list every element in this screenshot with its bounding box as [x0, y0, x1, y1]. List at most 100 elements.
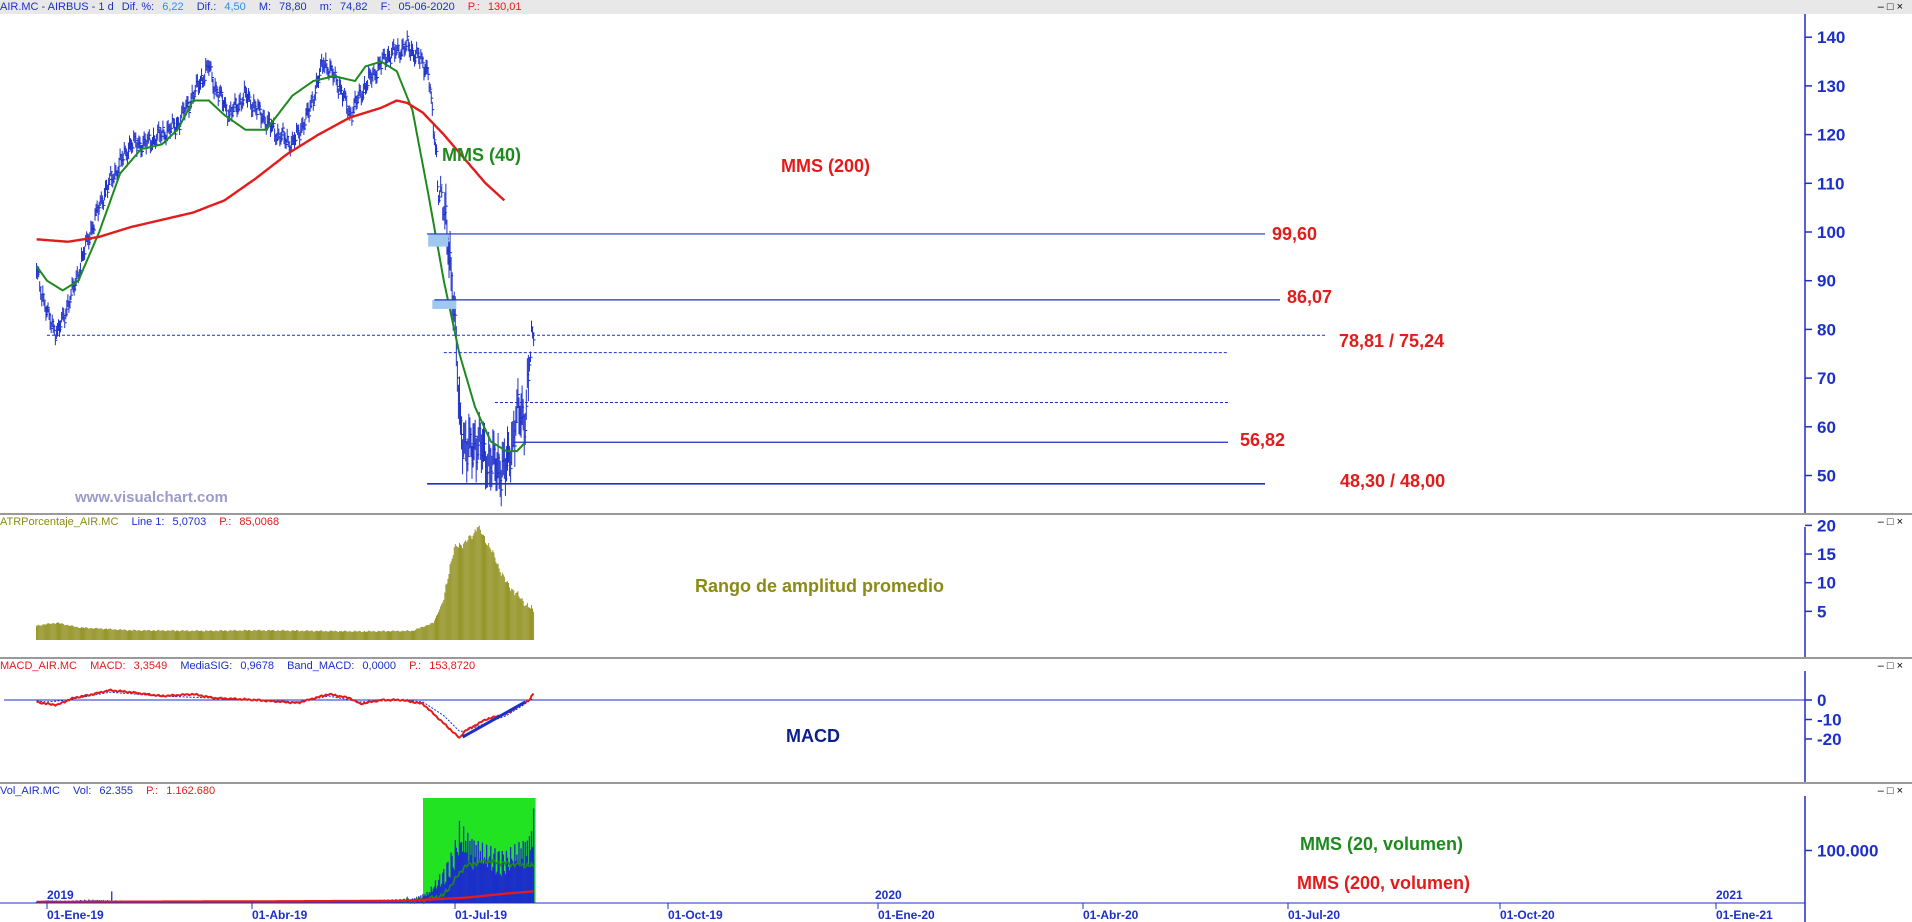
vol-mms20-label: MMS (20, volumen)	[1300, 834, 1463, 854]
y-tick-label: 50	[1817, 467, 1836, 486]
x-tick-label: 01-Oct-19	[668, 908, 723, 922]
minimize-icon[interactable]: –	[1877, 660, 1887, 672]
high-label: M:	[258, 1, 272, 13]
macd-label: MACD:	[90, 660, 126, 672]
dif-value: 4,50	[224, 1, 246, 13]
vol-mms200-label: MMS (200, volumen)	[1297, 873, 1470, 893]
high-value: 78,80	[279, 1, 307, 13]
y-tick-label: 130	[1817, 77, 1845, 96]
x-tick-label: 01-Ene-20	[878, 908, 935, 922]
y-tick-label: 70	[1817, 369, 1836, 388]
mms200-label: MMS (200)	[781, 156, 870, 176]
level-label-86: 86,07	[1287, 287, 1332, 307]
panel-separator	[0, 782, 1912, 784]
maximize-icon[interactable]: □	[1886, 660, 1897, 672]
atr-line-value: 5,0703	[172, 516, 207, 528]
prev-label: P.:	[467, 1, 480, 13]
vol-mms200-line	[36, 890, 534, 904]
atr-p-value: 85,0068	[239, 516, 280, 528]
year-label: 2020	[875, 888, 902, 902]
macd-name: MACD_AIR.MC	[0, 660, 78, 672]
atr-line-label: Line 1:	[131, 516, 165, 528]
window-controls[interactable]: –□×	[1878, 659, 1906, 673]
close-icon[interactable]: ×	[1896, 660, 1906, 672]
macd-p-label: P.:	[409, 660, 422, 672]
macd-chart: -20-100 MACD	[4, 671, 1842, 782]
y-tick-label: 60	[1817, 418, 1836, 437]
level-label-48: 48,30 / 48,00	[1340, 471, 1445, 491]
minimize-icon[interactable]: –	[1877, 516, 1887, 528]
date-value: 05-06-2020	[398, 1, 455, 13]
price-panel: AIR.MC - AIRBUS - 1 d Dif. %: 6,22 Dif.:…	[0, 0, 1912, 513]
atr-panel: ATRPorcentaje_AIR.MC Line 1: 5,0703 P.: …	[0, 515, 1912, 657]
volume-panel: Vol_AIR.MC Vol: 62.355 P.: 1.162.680 –□×…	[0, 784, 1912, 922]
level-label-78: 78,81 / 75,24	[1339, 331, 1444, 351]
x-tick-label: 01-Ene-21	[1716, 908, 1773, 922]
mms40-line	[35, 60, 526, 453]
y-tick-label: 5	[1817, 602, 1826, 621]
y-tick-label: 100	[1817, 223, 1845, 242]
y-tick-label: 90	[1817, 272, 1836, 291]
maximize-icon[interactable]: □	[1886, 1, 1897, 13]
level-label-99: 99,60	[1272, 224, 1317, 244]
y-tick-label: 15	[1817, 545, 1836, 564]
watermark: www.visualchart.com	[74, 489, 228, 506]
x-tick-label: 01-Jul-19	[455, 908, 507, 922]
minimize-icon[interactable]: –	[1877, 1, 1887, 13]
maximize-icon[interactable]: □	[1886, 516, 1897, 528]
sig-value: 0,9678	[240, 660, 274, 672]
window-controls[interactable]: –□×	[1878, 0, 1906, 14]
band-value: 0,0000	[362, 660, 397, 672]
price-header: AIR.MC - AIRBUS - 1 d Dif. %: 6,22 Dif.:…	[0, 0, 1912, 14]
date-label: F:	[380, 1, 391, 13]
y-tick-label: 140	[1817, 28, 1845, 47]
maximize-icon[interactable]: □	[1886, 785, 1897, 797]
vol-value: 62.355	[99, 785, 134, 797]
signal-line	[36, 691, 534, 732]
prev-value: 130,01	[487, 1, 522, 13]
macd-panel: MACD_AIR.MC MACD: 3,3549 MediaSIG: 0,967…	[0, 659, 1912, 782]
vol-label: Vol:	[72, 785, 92, 797]
close-icon[interactable]: ×	[1896, 785, 1906, 797]
price-chart: 50 60 70 80 90 100 110 120 130 140 www.visualchart…	[35, 14, 1845, 513]
macd-line	[36, 688, 535, 739]
y-tick-label: 20	[1817, 516, 1836, 535]
volume-header: Vol_AIR.MC Vol: 62.355 P.: 1.162.680	[0, 784, 1912, 798]
atr-chart: 5 10 15 20 Rango de amplitud promedio	[36, 516, 1836, 657]
dif-pct-label: Dif. %:	[121, 1, 155, 13]
x-tick-label: 01-Oct-20	[1500, 908, 1555, 922]
atr-label: Rango de amplitud promedio	[695, 576, 944, 596]
macd-value: 3,3549	[133, 660, 168, 672]
y-tick-label: 110	[1817, 174, 1844, 193]
band-label: Band_MACD:	[287, 660, 355, 672]
minimize-icon[interactable]: –	[1877, 785, 1887, 797]
low-value: 74,82	[340, 1, 368, 13]
y-tick-label: 10	[1817, 574, 1836, 593]
y-tick-label: 80	[1817, 320, 1836, 339]
mms40-label: MMS (40)	[442, 145, 521, 165]
window-controls[interactable]: –□×	[1878, 784, 1906, 798]
atr-header: ATRPorcentaje_AIR.MC Line 1: 5,0703 P.: …	[0, 515, 1912, 529]
y-tick-label: 100.000	[1817, 842, 1878, 861]
x-tick-label: 01-Abr-20	[1083, 908, 1139, 922]
macd-trendline	[461, 700, 526, 739]
panel-separator	[0, 657, 1912, 659]
dif-pct-value: 6,22	[162, 1, 184, 13]
level-label-56: 56,82	[1240, 430, 1285, 450]
x-tick-label: 01-Jul-20	[1288, 908, 1340, 922]
close-icon[interactable]: ×	[1896, 1, 1906, 13]
year-label: 2019	[47, 888, 74, 902]
year-label: 2021	[1716, 888, 1743, 902]
y-tick-label: -10	[1817, 711, 1842, 730]
vol-p-label: P.:	[146, 785, 159, 797]
window-controls[interactable]: –□×	[1878, 515, 1906, 529]
y-tick-label: -20	[1817, 730, 1842, 749]
vol-p-value: 1.162.680	[166, 785, 216, 797]
atr-name: ATRPorcentaje_AIR.MC	[0, 516, 119, 528]
sig-label: MediaSIG:	[180, 660, 233, 672]
dif-label: Dif.:	[196, 1, 217, 13]
vol-name: Vol_AIR.MC	[0, 785, 60, 797]
x-tick-label: 01-Abr-19	[252, 908, 308, 922]
close-icon[interactable]: ×	[1896, 516, 1906, 528]
x-tick-label: 01-Ene-19	[47, 908, 104, 922]
